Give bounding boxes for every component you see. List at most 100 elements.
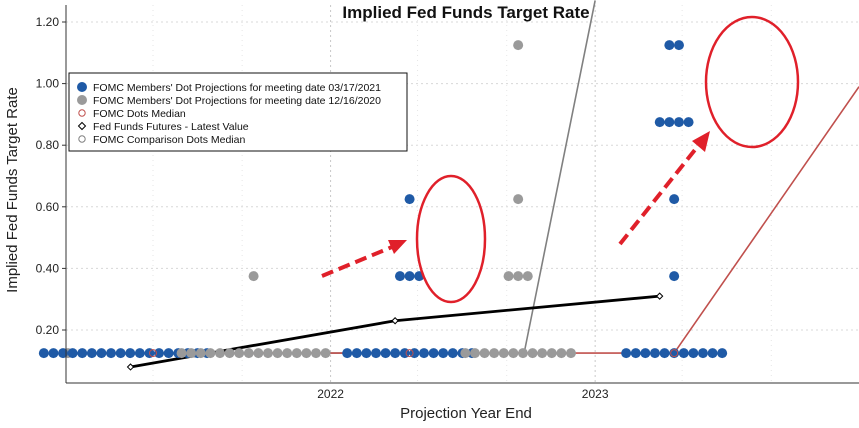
dot-current xyxy=(134,348,145,359)
dot-current xyxy=(649,348,660,359)
dot-current xyxy=(86,348,97,359)
dot-previous xyxy=(310,348,321,359)
dot-current xyxy=(428,348,439,359)
dot-previous xyxy=(262,348,273,359)
dot-previous xyxy=(489,348,500,359)
dot-previous xyxy=(513,40,524,51)
dot-previous xyxy=(469,348,480,359)
dot-current xyxy=(370,348,381,359)
dot-previous xyxy=(320,348,331,359)
dot-previous xyxy=(186,348,197,359)
dot-previous xyxy=(527,348,538,359)
dot-previous xyxy=(301,348,312,359)
dot-previous xyxy=(565,348,576,359)
dot-previous xyxy=(234,348,245,359)
fed-funds-futures-point xyxy=(126,363,135,371)
dot-current xyxy=(342,348,353,359)
dot-current xyxy=(673,117,684,128)
legend: FOMC Members' Dot Projections for meetin… xyxy=(68,72,408,152)
chart-title: Implied Fed Funds Target Rate xyxy=(342,3,589,22)
x-tick-label: 2023 xyxy=(582,387,609,401)
dot-current xyxy=(669,271,680,282)
dot-current xyxy=(717,348,728,359)
legend-label: Fed Funds Futures - Latest Value xyxy=(93,121,249,133)
dot-current xyxy=(654,117,665,128)
dot-previous xyxy=(205,348,216,359)
dot-previous xyxy=(513,271,524,282)
dot-current xyxy=(96,348,107,359)
dot-current xyxy=(394,271,405,282)
x-axis-title: Projection Year End xyxy=(400,405,532,422)
annotation-arrow xyxy=(618,144,700,246)
dot-previous xyxy=(282,348,293,359)
dot-current xyxy=(77,348,88,359)
dot-current xyxy=(380,348,391,359)
median-marker xyxy=(670,349,679,358)
annotation-arrowhead xyxy=(388,240,407,254)
dot-current xyxy=(38,348,49,359)
dot-previous xyxy=(253,348,264,359)
y-tick-label: 0.80 xyxy=(36,138,60,152)
legend-marker xyxy=(78,109,86,117)
dot-previous xyxy=(460,348,471,359)
dot-current xyxy=(673,40,684,51)
dot-current xyxy=(67,348,78,359)
legend-label: FOMC Comparison Dots Median xyxy=(93,134,245,146)
dot-current xyxy=(106,348,117,359)
dot-current xyxy=(115,348,126,359)
dot-current xyxy=(154,348,165,359)
median-marker xyxy=(148,349,157,358)
dot-previous xyxy=(503,271,514,282)
dot-current xyxy=(688,348,699,359)
y-tick-label: 1.20 xyxy=(36,15,60,29)
median-marker xyxy=(405,349,414,358)
y-tick-label: 0.20 xyxy=(36,323,60,337)
dot-previous xyxy=(224,348,235,359)
dot-current xyxy=(697,348,708,359)
dot-current xyxy=(621,348,632,359)
legend-box xyxy=(68,72,408,152)
legend-label: FOMC Members' Dot Projections for meetin… xyxy=(93,82,381,94)
legend-label: FOMC Dots Median xyxy=(93,108,186,120)
dot-previous xyxy=(556,348,567,359)
dot-current xyxy=(390,348,401,359)
y-tick-label: 0.40 xyxy=(36,261,60,275)
dot-current xyxy=(48,348,59,359)
dot-previous xyxy=(272,348,283,359)
dot-previous xyxy=(546,348,557,359)
dot-current xyxy=(683,117,694,128)
dot-previous xyxy=(291,348,302,359)
dot-previous xyxy=(498,348,509,359)
dot-current xyxy=(678,348,689,359)
dot-previous xyxy=(214,348,225,359)
dot-current xyxy=(669,194,680,205)
y-tick-label: 1.00 xyxy=(36,77,60,91)
dot-previous xyxy=(513,194,524,205)
dot-current xyxy=(640,348,651,359)
dot-current xyxy=(404,271,415,282)
annotation-arrow xyxy=(321,245,393,278)
dot-current xyxy=(58,348,69,359)
dot-previous xyxy=(195,348,206,359)
legend-marker xyxy=(77,82,87,92)
dot-previous xyxy=(479,348,490,359)
dot-previous xyxy=(508,348,519,359)
fed-funds-futures-point xyxy=(391,317,399,325)
dot-current xyxy=(664,40,675,51)
legend-label: FOMC Members' Dot Projections for meetin… xyxy=(93,95,381,107)
dot-current xyxy=(404,194,415,205)
legend-marker xyxy=(77,95,87,105)
dot-current xyxy=(361,348,372,359)
x-tick-label: 2022 xyxy=(317,387,344,401)
annotation-ellipse xyxy=(415,174,487,304)
y-axis-title: Implied Fed Funds Target Rate xyxy=(4,87,21,293)
dot-previous xyxy=(522,271,533,282)
legend-marker xyxy=(77,121,87,131)
legend-marker xyxy=(78,135,86,143)
dot-previous xyxy=(537,348,548,359)
dot-current xyxy=(630,348,641,359)
dot-previous xyxy=(517,348,528,359)
annotation-arrowhead xyxy=(692,131,710,152)
dot-current xyxy=(351,348,362,359)
